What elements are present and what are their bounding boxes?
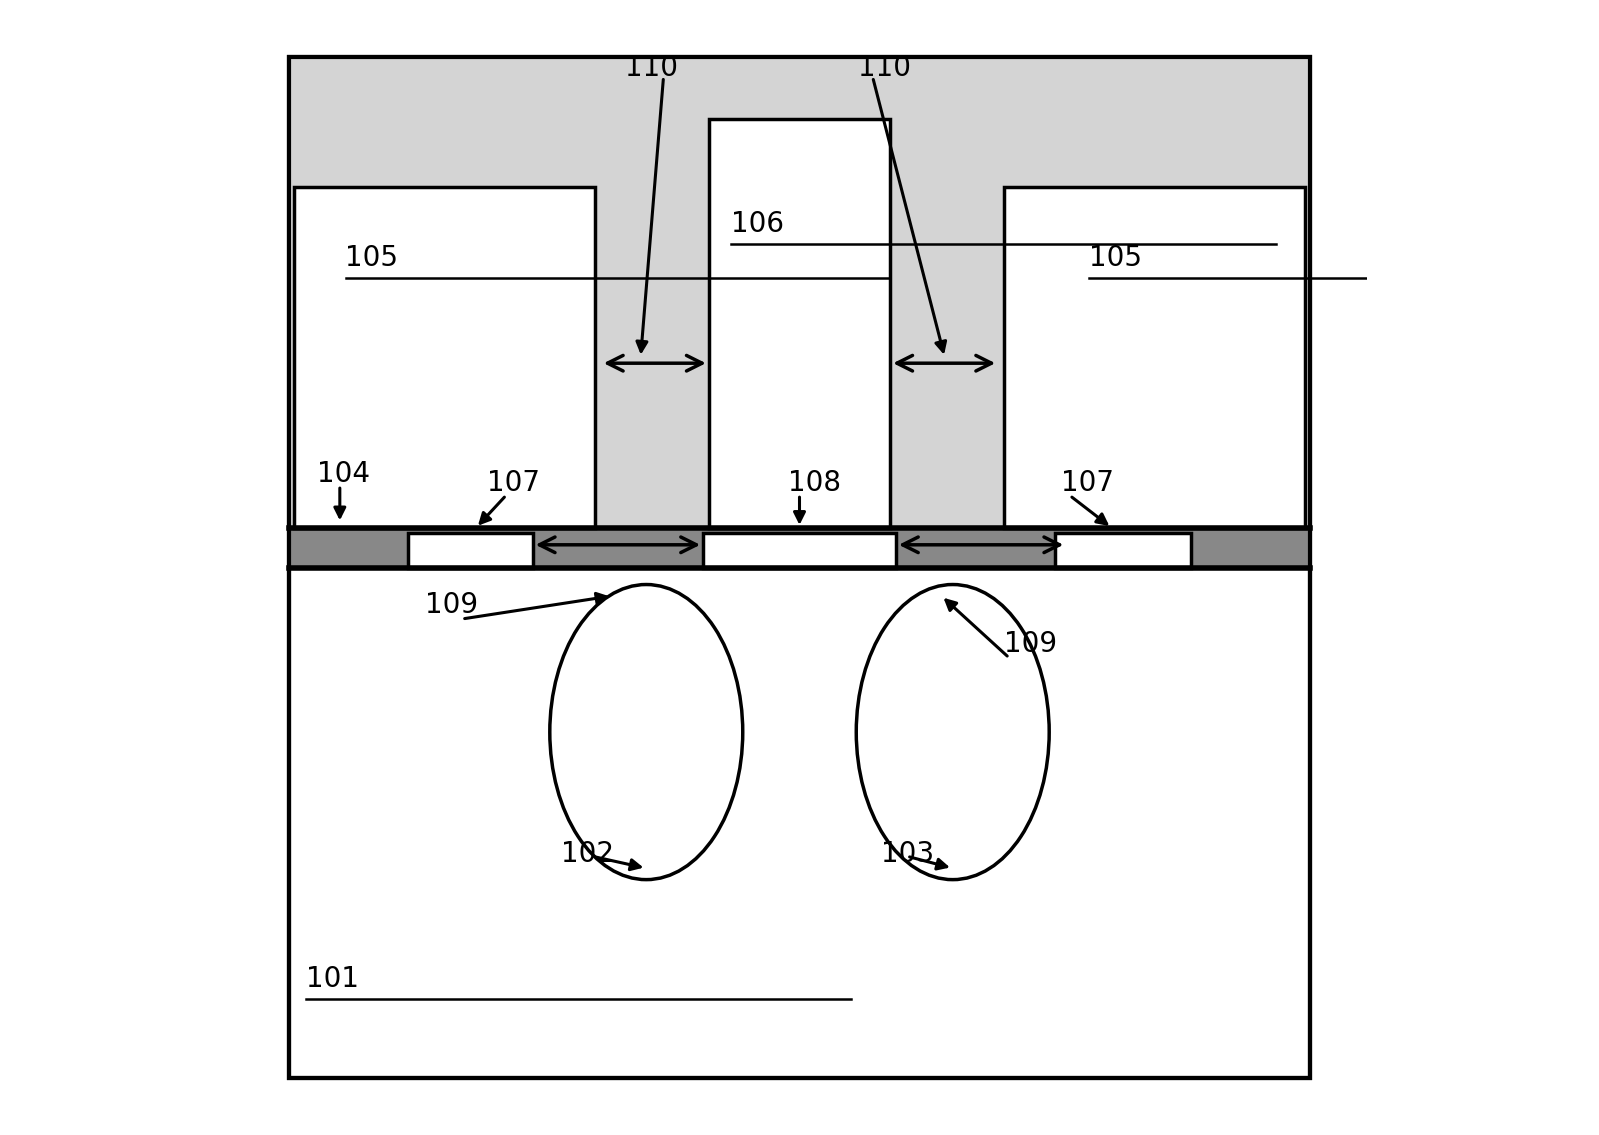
Bar xyxy=(294,187,595,528)
Text: 107: 107 xyxy=(488,469,540,497)
Ellipse shape xyxy=(550,585,744,880)
Text: 105: 105 xyxy=(1089,244,1142,272)
Text: 110: 110 xyxy=(859,54,911,82)
Text: 102: 102 xyxy=(561,840,614,868)
Text: 108: 108 xyxy=(788,469,841,497)
Text: 109: 109 xyxy=(425,590,478,619)
Text: 110: 110 xyxy=(625,54,678,82)
Bar xyxy=(1004,187,1305,528)
Bar xyxy=(708,119,891,528)
Text: 105: 105 xyxy=(345,244,398,272)
Bar xyxy=(704,533,895,568)
Bar xyxy=(289,528,1310,568)
Ellipse shape xyxy=(855,585,1049,880)
Text: 101: 101 xyxy=(305,965,358,993)
Text: 106: 106 xyxy=(731,210,785,238)
Text: 109: 109 xyxy=(1004,630,1057,658)
Bar xyxy=(408,533,532,568)
Bar xyxy=(289,57,1310,528)
Text: 103: 103 xyxy=(881,840,934,868)
Text: 104: 104 xyxy=(317,460,369,488)
Text: 107: 107 xyxy=(1060,469,1113,497)
Bar xyxy=(1055,533,1191,568)
